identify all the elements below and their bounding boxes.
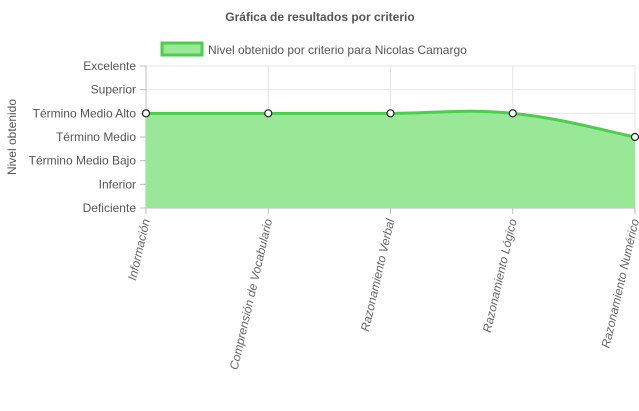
x-tick-label: Comprensión de Vocabulario: [227, 217, 275, 371]
y-tick-labels: Deficiente Inferior Término Medio Bajo Térm…: [29, 59, 137, 215]
y-tick-label: Término Medio Alto: [33, 106, 137, 120]
legend[interactable]: Nivel obtenido por criterio para Nicolas…: [160, 41, 467, 57]
series-points: [141, 109, 639, 142]
data-point[interactable]: [141, 109, 151, 118]
y-tick-label: Inferior: [99, 177, 136, 191]
x-tick-label: Razonamiento Lógico: [480, 217, 520, 334]
data-point[interactable]: [386, 109, 395, 118]
series-area: [146, 111, 635, 208]
data-point[interactable]: [630, 132, 639, 142]
x-tick-label: Razonamiento Numérico: [599, 217, 639, 349]
legend-swatch: [160, 41, 204, 57]
y-tick-label: Término Medio: [56, 130, 136, 144]
y-tick-label: Deficiente: [83, 201, 137, 215]
y-tick-label: Término Medio Bajo: [29, 154, 137, 168]
y-tick-label: Superior: [91, 83, 136, 97]
chart-title: Gráfica de resultados por criterio: [225, 10, 414, 24]
x-tick-label: Información: [125, 217, 153, 282]
x-tick-label: Razonamiento Verbal: [358, 217, 398, 332]
x-tick-labels: Información Comprensión de Vocabulario Raz…: [125, 217, 639, 371]
legend-label: Nivel obtenido por criterio para Nicolas…: [208, 43, 467, 57]
data-point[interactable]: [508, 109, 517, 118]
y-axis-label: Nivel obtenido: [5, 99, 19, 175]
y-tick-label: Excelente: [83, 59, 136, 73]
data-point[interactable]: [264, 109, 273, 118]
